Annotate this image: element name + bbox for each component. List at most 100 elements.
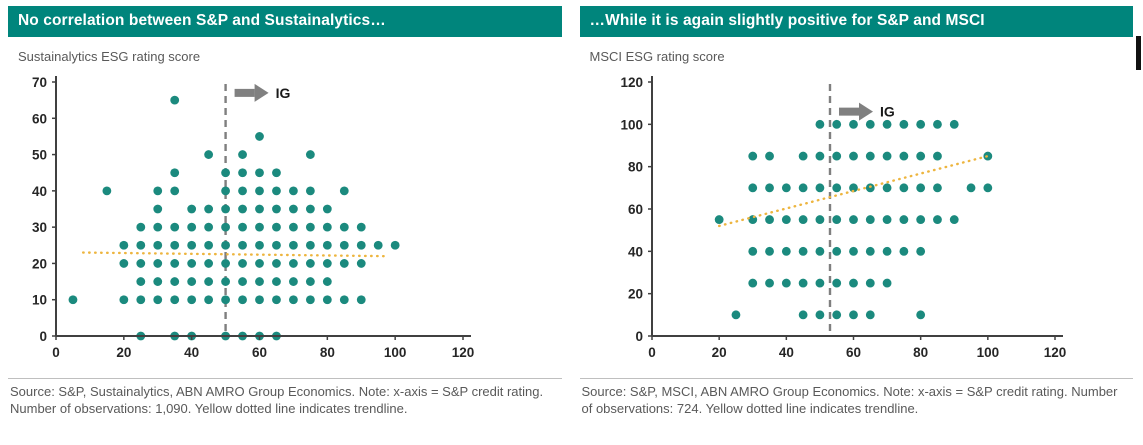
data-point bbox=[966, 183, 975, 193]
data-point bbox=[238, 259, 247, 268]
data-point bbox=[915, 151, 925, 161]
data-point bbox=[882, 215, 891, 224]
data-point bbox=[865, 246, 875, 256]
data-point bbox=[949, 119, 959, 129]
data-point bbox=[136, 222, 146, 232]
ig-arrow-head-icon bbox=[254, 83, 269, 102]
data-point bbox=[339, 259, 349, 268]
data-point bbox=[289, 259, 298, 268]
data-point bbox=[798, 215, 808, 224]
data-point bbox=[204, 277, 214, 286]
y-tick-label: 50 bbox=[32, 148, 47, 163]
data-point bbox=[255, 259, 264, 268]
y-axis-caption-msci: MSCI ESG rating score bbox=[589, 49, 725, 64]
data-point bbox=[187, 259, 197, 268]
data-point bbox=[238, 277, 247, 286]
data-point bbox=[322, 259, 332, 268]
data-point bbox=[898, 246, 908, 256]
ig-arrow-head-icon bbox=[858, 102, 873, 121]
data-point bbox=[170, 222, 180, 232]
data-point bbox=[187, 240, 197, 250]
chart-header-msci: …While it is again slightly positive for… bbox=[579, 6, 1133, 37]
data-point bbox=[204, 204, 214, 214]
data-point bbox=[238, 150, 247, 159]
data-point bbox=[272, 168, 281, 178]
data-point bbox=[272, 277, 281, 286]
data-point bbox=[221, 259, 230, 268]
data-point bbox=[798, 310, 808, 320]
data-point bbox=[272, 204, 281, 214]
data-point bbox=[882, 246, 891, 256]
data-point bbox=[305, 150, 315, 159]
data-point bbox=[238, 204, 247, 214]
y-tick-label: 10 bbox=[32, 293, 47, 308]
data-point bbox=[187, 295, 197, 305]
data-point bbox=[305, 277, 315, 286]
x-tick-label: 40 bbox=[184, 345, 199, 360]
data-point bbox=[238, 186, 247, 196]
data-point bbox=[255, 186, 264, 196]
data-point bbox=[204, 150, 214, 159]
data-point bbox=[305, 295, 315, 305]
y-tick-label: 0 bbox=[635, 329, 643, 344]
data-point bbox=[731, 310, 740, 320]
data-point bbox=[747, 278, 757, 288]
data-point bbox=[882, 278, 891, 288]
x-tick-label: 120 bbox=[1043, 345, 1066, 360]
data-point bbox=[221, 168, 230, 178]
data-point bbox=[815, 119, 824, 129]
data-point bbox=[882, 183, 891, 193]
data-point bbox=[831, 310, 841, 320]
data-point bbox=[289, 277, 298, 286]
data-point bbox=[848, 151, 858, 161]
data-point bbox=[322, 295, 332, 305]
chart-title-msci: …While it is again slightly positive for… bbox=[589, 12, 985, 29]
ig-arrow-icon bbox=[838, 107, 859, 116]
data-point bbox=[153, 295, 163, 305]
data-point bbox=[764, 278, 774, 288]
data-point bbox=[356, 259, 366, 268]
ig-label: IG bbox=[879, 104, 894, 120]
y-tick-label: 60 bbox=[627, 202, 642, 217]
ig-label: IG bbox=[276, 85, 291, 101]
data-point bbox=[255, 168, 264, 178]
data-point bbox=[136, 259, 146, 268]
data-point bbox=[170, 95, 180, 105]
data-point bbox=[764, 246, 774, 256]
data-point bbox=[915, 310, 925, 320]
data-point bbox=[798, 278, 808, 288]
data-point bbox=[238, 222, 247, 232]
data-point bbox=[781, 278, 791, 288]
y-tick-label: 40 bbox=[32, 184, 47, 199]
data-point bbox=[932, 183, 942, 193]
data-point bbox=[747, 151, 757, 161]
data-point bbox=[747, 246, 757, 256]
data-point bbox=[153, 186, 163, 196]
data-point bbox=[102, 186, 112, 196]
data-point bbox=[204, 295, 214, 305]
data-point bbox=[170, 186, 180, 196]
data-point bbox=[356, 240, 366, 250]
y-tick-label: 20 bbox=[627, 287, 642, 302]
panel-sustainalytics: No correlation between S&P and Sustainal… bbox=[8, 6, 562, 417]
data-point bbox=[865, 151, 875, 161]
data-point bbox=[289, 204, 298, 214]
data-point bbox=[932, 151, 942, 161]
data-point bbox=[831, 151, 841, 161]
data-point bbox=[932, 215, 942, 224]
y-tick-label: 60 bbox=[32, 111, 47, 126]
data-point bbox=[764, 183, 774, 193]
data-point bbox=[339, 222, 349, 232]
data-point bbox=[322, 204, 332, 214]
data-point bbox=[153, 240, 163, 250]
data-point bbox=[831, 246, 841, 256]
data-point bbox=[272, 186, 281, 196]
data-point bbox=[187, 277, 197, 286]
data-point bbox=[848, 119, 858, 129]
data-point bbox=[170, 168, 180, 178]
data-point bbox=[781, 246, 791, 256]
data-point bbox=[187, 222, 197, 232]
trendline bbox=[717, 154, 989, 228]
data-point bbox=[289, 222, 298, 232]
data-point bbox=[764, 151, 774, 161]
